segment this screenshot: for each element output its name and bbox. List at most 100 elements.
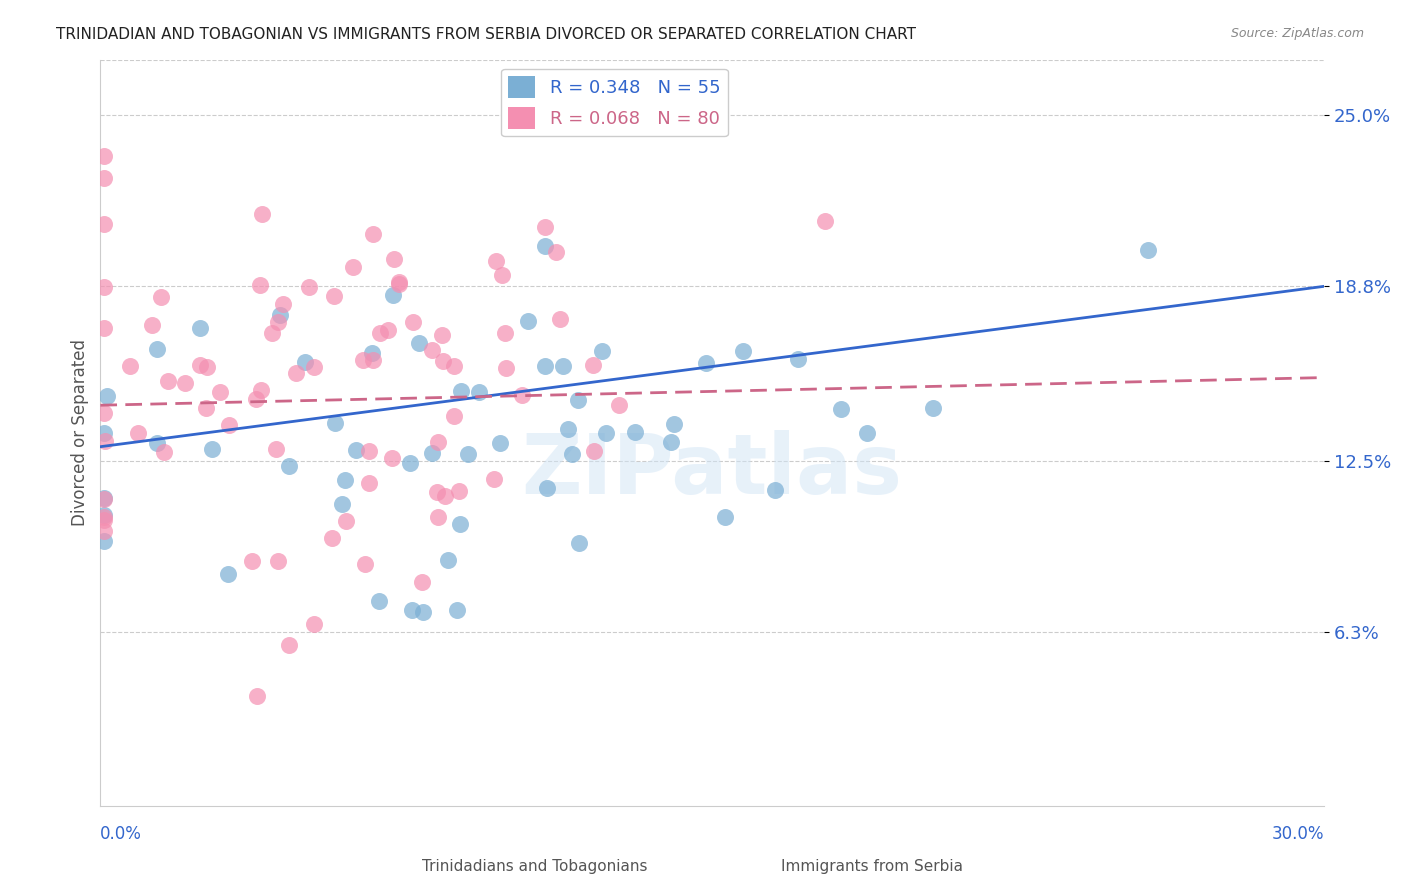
Point	[201, 442, 224, 457]
Point	[298, 280, 321, 294]
Point	[856, 425, 879, 440]
Point	[127, 426, 149, 441]
Point	[468, 385, 491, 400]
Point	[246, 689, 269, 703]
Point	[546, 245, 568, 260]
Point	[399, 456, 422, 470]
Point	[93, 149, 115, 163]
Point	[93, 524, 115, 538]
Point	[488, 436, 510, 450]
Point	[443, 409, 465, 424]
Point	[363, 352, 385, 367]
Point	[93, 510, 115, 524]
Point	[93, 533, 115, 548]
Point	[344, 443, 367, 458]
Point	[485, 254, 508, 268]
Text: 30.0%: 30.0%	[1271, 825, 1324, 843]
Point	[93, 280, 115, 294]
Point	[731, 344, 754, 359]
Point	[536, 481, 558, 495]
Point	[388, 275, 411, 289]
Point	[420, 343, 443, 357]
Point	[294, 355, 316, 369]
Point	[659, 435, 682, 450]
Point	[353, 557, 375, 571]
Point	[495, 360, 517, 375]
Point	[335, 473, 357, 487]
Point	[548, 312, 571, 326]
Point	[342, 260, 364, 274]
Point	[188, 358, 211, 372]
Point	[557, 422, 579, 436]
Point	[430, 327, 453, 342]
Point	[411, 575, 433, 590]
Point	[814, 213, 837, 227]
Point	[242, 554, 264, 568]
Point	[568, 536, 591, 550]
Point	[516, 314, 538, 328]
Point	[269, 308, 291, 322]
Point	[323, 289, 346, 303]
Point	[434, 489, 457, 503]
Point	[412, 605, 434, 619]
Point	[93, 426, 115, 441]
Point	[245, 392, 267, 407]
Point	[432, 353, 454, 368]
Point	[218, 417, 240, 432]
Point	[335, 514, 357, 528]
Text: Trinidadians and Tobagonians: Trinidadians and Tobagonians	[422, 859, 647, 874]
Point	[591, 343, 613, 358]
Point	[494, 326, 516, 341]
Point	[510, 388, 533, 402]
Point	[551, 359, 574, 373]
Point	[560, 447, 582, 461]
Point	[302, 617, 325, 632]
Text: Immigrants from Serbia: Immigrants from Serbia	[780, 859, 963, 874]
Point	[250, 207, 273, 221]
Point	[787, 352, 810, 367]
Point	[361, 227, 384, 241]
Point	[713, 510, 735, 524]
Point	[360, 346, 382, 360]
Text: Source: ZipAtlas.com: Source: ZipAtlas.com	[1230, 27, 1364, 40]
Point	[534, 239, 557, 253]
Point	[157, 374, 180, 388]
Y-axis label: Divorced or Separated: Divorced or Separated	[72, 339, 89, 526]
Point	[93, 513, 115, 527]
Point	[96, 389, 118, 403]
Point	[359, 475, 381, 490]
Point	[408, 335, 430, 350]
Point	[249, 277, 271, 292]
Point	[420, 446, 443, 460]
Point	[450, 384, 472, 398]
Point	[153, 445, 176, 459]
Point	[174, 376, 197, 390]
Text: TRINIDADIAN AND TOBAGONIAN VS IMMIGRANTS FROM SERBIA DIVORCED OR SEPARATED CORRE: TRINIDADIAN AND TOBAGONIAN VS IMMIGRANTS…	[56, 27, 917, 42]
Text: 0.0%: 0.0%	[100, 825, 142, 843]
Point	[260, 326, 283, 341]
Point	[533, 359, 555, 373]
Point	[93, 434, 115, 448]
Point	[921, 401, 943, 416]
Point	[624, 425, 647, 439]
Point	[278, 638, 301, 652]
Point	[491, 268, 513, 282]
Point	[208, 384, 231, 399]
Point	[357, 444, 380, 458]
Point	[93, 491, 115, 505]
Point	[150, 289, 173, 303]
Point	[267, 554, 290, 568]
Point	[1136, 243, 1159, 257]
Point	[250, 383, 273, 397]
Point	[330, 497, 353, 511]
Point	[284, 366, 307, 380]
Point	[141, 318, 163, 332]
Point	[443, 359, 465, 374]
Point	[763, 483, 786, 497]
Point	[662, 417, 685, 431]
Point	[195, 360, 218, 375]
Point	[381, 451, 404, 466]
Point	[382, 252, 405, 267]
Point	[401, 602, 423, 616]
Point	[93, 508, 115, 522]
